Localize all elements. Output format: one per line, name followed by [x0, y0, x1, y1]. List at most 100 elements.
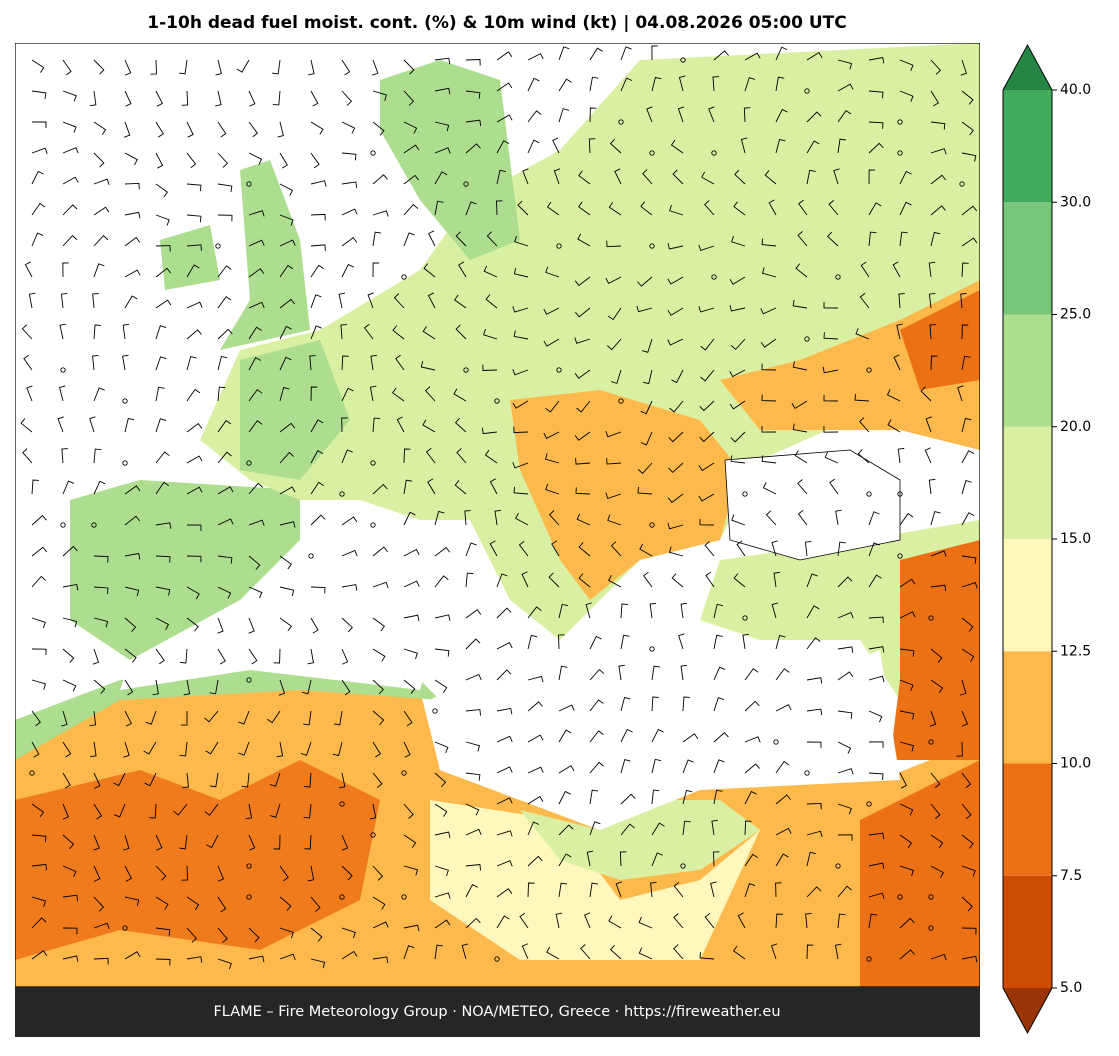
- calm-marker: [866, 367, 872, 373]
- wind-barb: [155, 121, 164, 138]
- calm-marker: [122, 925, 128, 931]
- wind-barb: [341, 648, 349, 665]
- calm-marker: [928, 925, 934, 931]
- wind-barb: [899, 917, 915, 929]
- colorbar-tick-label: 15.0: [1060, 531, 1091, 547]
- wind-barb: [303, 803, 312, 819]
- wind-barb: [806, 886, 822, 898]
- wind-barb: [822, 366, 839, 374]
- wind-barb: [651, 665, 661, 681]
- wind-barb: [93, 896, 105, 912]
- wind-barb: [183, 679, 191, 696]
- wind-barb: [961, 555, 977, 564]
- wind-barb: [792, 423, 808, 433]
- wind-barb: [434, 803, 448, 817]
- wind-barb: [372, 896, 386, 910]
- wind-barb: [341, 834, 349, 851]
- wind-barb: [961, 955, 978, 963]
- calm-marker: [680, 863, 686, 869]
- wind-barb: [713, 634, 723, 650]
- calm-marker: [897, 553, 903, 559]
- wind-barb: [823, 332, 839, 340]
- wind-barb: [279, 214, 294, 226]
- wind-barb: [837, 646, 854, 653]
- wind-barb: [403, 945, 415, 960]
- wind-barb: [606, 240, 622, 248]
- wind-barb: [248, 519, 265, 527]
- wind-barb: [59, 385, 66, 402]
- wind-barb: [113, 772, 126, 787]
- wind-barb: [651, 852, 663, 867]
- wind-barb: [548, 572, 560, 588]
- wind-barb: [279, 325, 292, 340]
- wind-barb: [372, 956, 389, 963]
- wind-barb: [341, 263, 354, 278]
- wind-barb: [372, 546, 388, 557]
- wind-barb: [496, 915, 510, 929]
- wind-barb: [806, 802, 822, 810]
- wind-barb: [124, 295, 138, 309]
- wind-barb: [527, 734, 544, 743]
- wind-barb: [760, 338, 777, 348]
- wind-barb: [279, 152, 288, 169]
- wind-barb: [545, 266, 560, 278]
- wind-barb: [823, 394, 839, 402]
- wind-barb: [558, 729, 572, 743]
- wind-barb: [761, 238, 777, 247]
- wind-barb: [341, 927, 356, 939]
- wind-barb: [711, 819, 718, 836]
- wind-barb: [837, 109, 852, 123]
- wind-barb: [238, 710, 250, 725]
- wind-barb: [899, 803, 914, 816]
- wind-barb: [924, 447, 932, 464]
- calm-marker: [246, 181, 252, 187]
- wind-barb: [465, 803, 480, 816]
- wind-barb: [837, 59, 853, 70]
- wind-barb: [543, 431, 560, 439]
- wind-barb: [341, 387, 354, 402]
- wind-barb: [637, 462, 653, 474]
- wind-barb: [887, 419, 901, 433]
- wind-barb: [186, 455, 203, 464]
- wind-barb: [123, 741, 130, 758]
- wind-barb: [775, 46, 788, 61]
- wind-barb: [708, 106, 715, 123]
- wind-barb: [434, 944, 443, 960]
- wind-barb: [248, 210, 265, 217]
- wind-barb: [21, 324, 33, 340]
- wind-barb: [455, 324, 467, 340]
- wind-barb: [434, 171, 448, 185]
- wind-barb: [558, 603, 569, 619]
- wind-barb: [238, 741, 250, 756]
- wind-barb: [367, 292, 374, 309]
- wind-barb: [434, 147, 451, 154]
- wind-barb: [62, 545, 78, 557]
- wind-barb: [124, 90, 132, 107]
- wind-barb: [248, 357, 262, 371]
- wind-barb: [775, 760, 790, 774]
- wind-barb: [957, 385, 964, 402]
- wind-barb: [545, 483, 560, 495]
- wind-barb: [155, 865, 167, 881]
- wind-barb: [620, 728, 633, 743]
- wind-barb: [155, 90, 163, 107]
- wind-barb: [899, 170, 912, 185]
- wind-barb: [392, 325, 405, 340]
- wind-barb: [155, 927, 171, 936]
- black-sea: [724, 449, 901, 561]
- wind-barb: [667, 307, 684, 316]
- wind-barb: [868, 741, 884, 748]
- calm-marker: [835, 274, 841, 280]
- wind-barb: [961, 237, 978, 247]
- wind-barb: [608, 915, 622, 929]
- wind-barb: [705, 571, 715, 588]
- wind-barb: [217, 958, 232, 970]
- wind-barb: [310, 325, 322, 340]
- wind-barb: [641, 338, 653, 353]
- wind-barb: [186, 896, 200, 911]
- colorbar-segment: [1003, 539, 1052, 652]
- wind-barb: [403, 865, 419, 876]
- wind-barb: [637, 486, 653, 495]
- wind-barb: [215, 59, 222, 76]
- wind-barb: [837, 671, 854, 681]
